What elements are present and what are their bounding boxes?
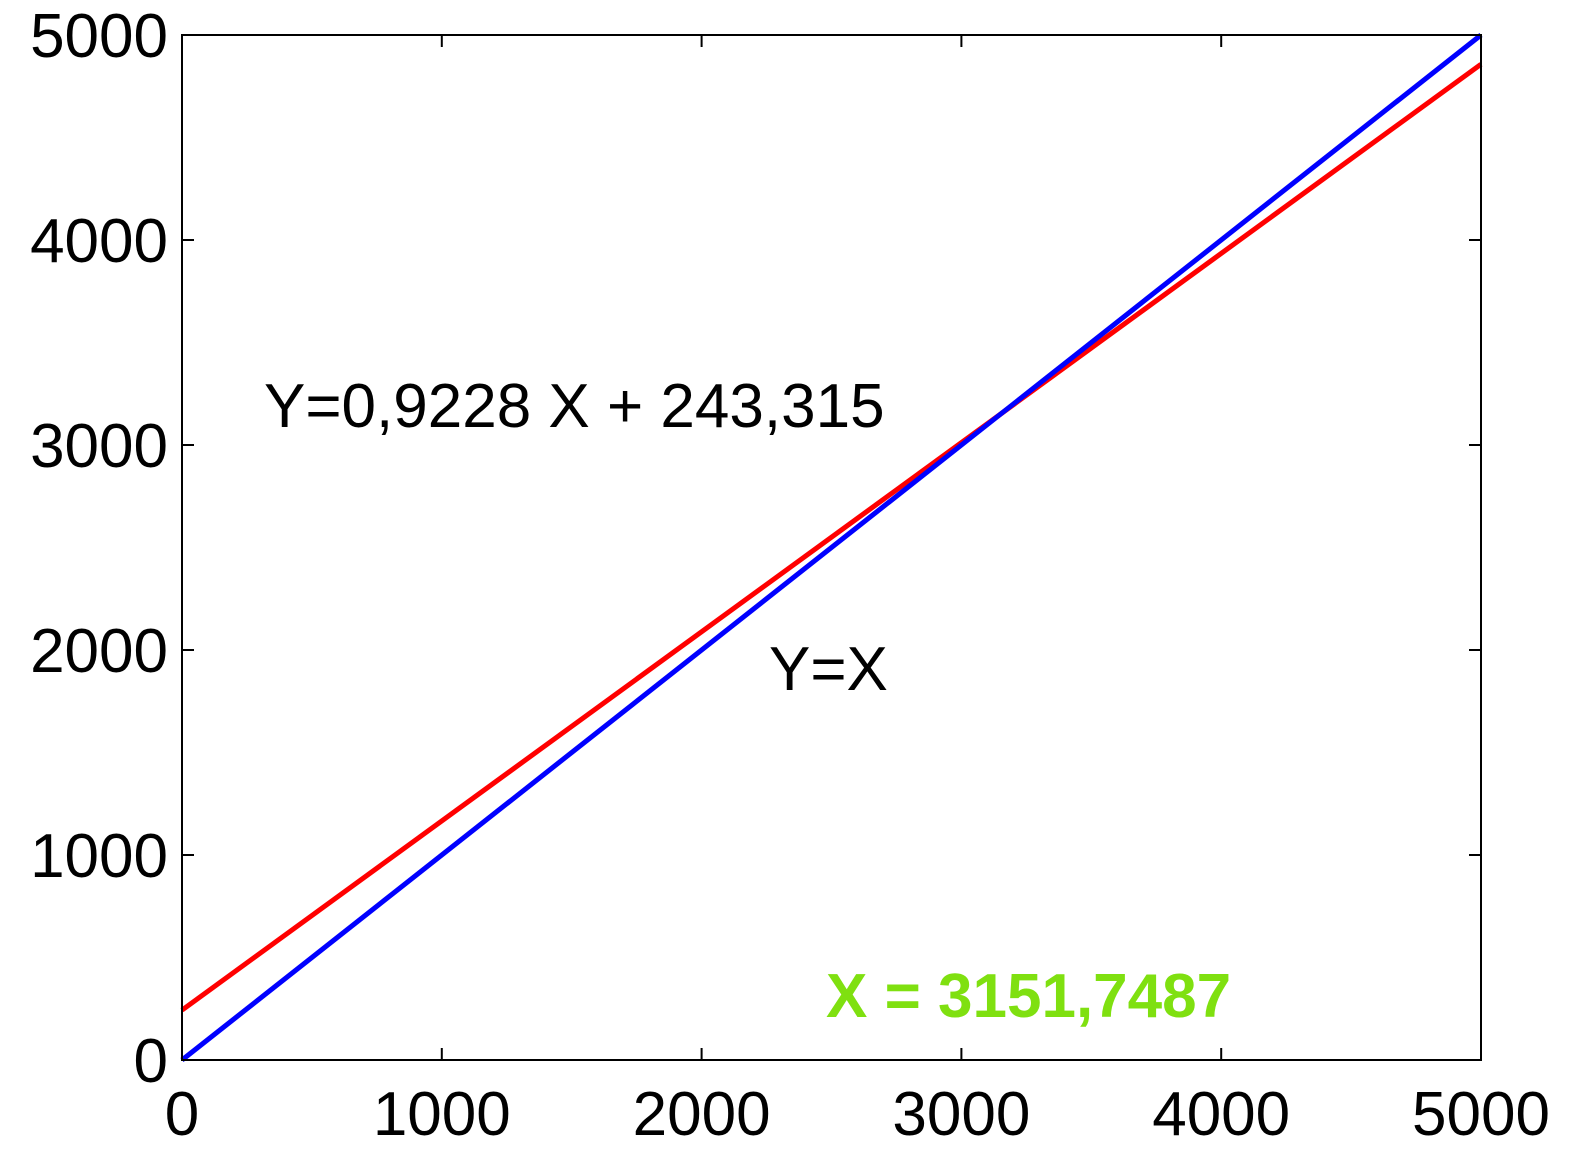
x-tick-label: 3000 — [892, 1080, 1030, 1149]
identity-line-label: Y=X — [769, 635, 888, 704]
series-lines — [180, 33, 1483, 1062]
y-tick-label: 4000 — [30, 207, 168, 276]
y-tick-label: 2000 — [30, 617, 168, 686]
y-tick-label: 3000 — [30, 412, 168, 481]
x-tick-label: 5000 — [1412, 1080, 1550, 1149]
intersection-label: X = 3151,7487 — [826, 962, 1231, 1031]
fit-equation-label: Y=0,9228 X + 243,315 — [264, 372, 885, 441]
x-tick-label: 0 — [165, 1080, 199, 1149]
y-tick-label: 1000 — [30, 822, 168, 891]
series-line-1 — [180, 33, 1483, 1062]
x-tick-label: 1000 — [373, 1080, 511, 1149]
plot-frame — [181, 34, 1482, 1061]
y-tick-label: 5000 — [30, 2, 168, 71]
x-axis-tick-labels: 0 1000 2000 3000 4000 5000 — [165, 1080, 1550, 1149]
x-tick-label: 2000 — [633, 1080, 771, 1149]
y-axis-tick-labels: 0 1000 2000 3000 4000 5000 — [30, 2, 168, 1096]
series-line-0 — [180, 62, 1483, 1013]
x-tick-label: 4000 — [1152, 1080, 1290, 1149]
y-tick-label: 0 — [134, 1027, 168, 1096]
